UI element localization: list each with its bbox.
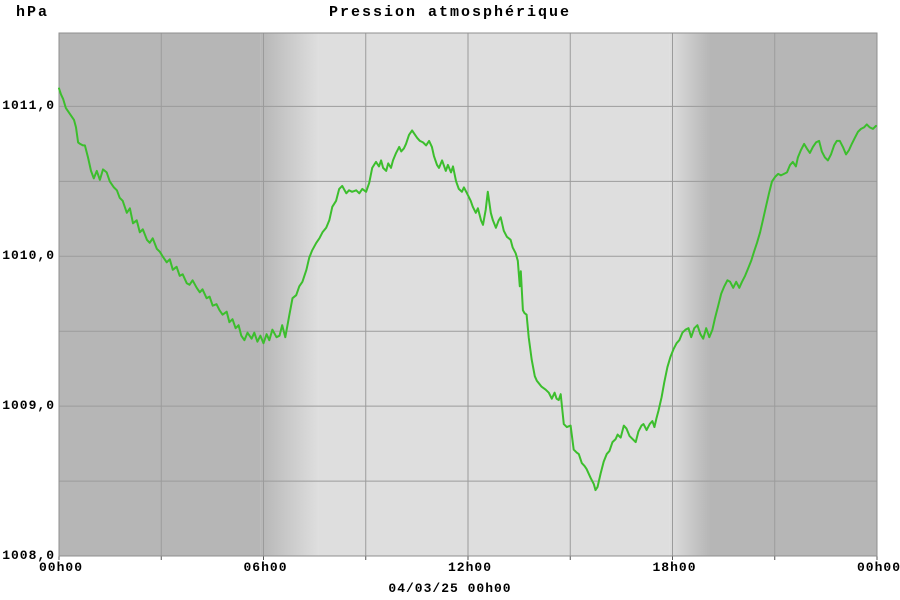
- plot-border: [58, 32, 878, 557]
- x-axis-date-label: 04/03/25 00h00: [388, 581, 512, 596]
- y-axis-unit-label: hPa: [16, 4, 50, 21]
- chart-title: Pression atmosphérique: [328, 4, 572, 21]
- gridlines: [59, 33, 877, 556]
- x-tick-label: 12h00: [448, 560, 493, 575]
- day-night-bands: [59, 33, 877, 556]
- x-tick-label: 00h00: [857, 560, 900, 575]
- x-tick-label: 18h00: [652, 560, 697, 575]
- y-tick-label: 1011,0: [2, 98, 55, 114]
- y-tick-label: 1009,0: [2, 398, 55, 414]
- y-tick-label: 1008,0: [2, 548, 55, 563]
- pressure-trace-line: [58, 87, 877, 492]
- x-tick-label: 06h00: [243, 560, 288, 575]
- x-tick-label: 00h00: [39, 560, 84, 575]
- axis-tick-marks: [58, 556, 878, 560]
- y-tick-label: 1010,0: [2, 248, 55, 264]
